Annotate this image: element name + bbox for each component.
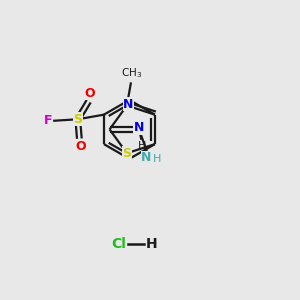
Text: N: N <box>123 98 134 111</box>
Text: N: N <box>141 152 152 164</box>
Text: S: S <box>73 113 82 126</box>
Text: H: H <box>137 141 146 151</box>
Text: O: O <box>84 87 95 100</box>
Text: CH$_3$: CH$_3$ <box>121 66 142 80</box>
Text: H: H <box>152 154 161 164</box>
Text: Cl: Cl <box>112 237 126 251</box>
Text: N: N <box>134 122 144 134</box>
Text: O: O <box>75 140 86 153</box>
Text: S: S <box>122 147 131 160</box>
Text: H: H <box>146 237 157 251</box>
Text: F: F <box>44 114 52 127</box>
